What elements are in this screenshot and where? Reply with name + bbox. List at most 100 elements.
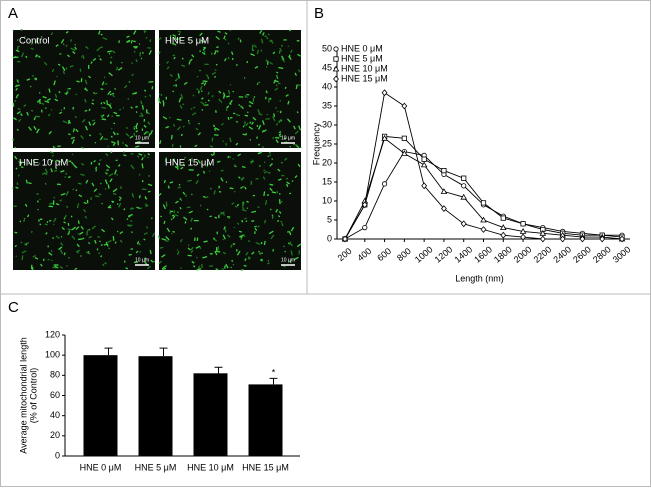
y-axis-label: Frequency (311, 122, 321, 165)
mito (287, 184, 288, 187)
x-tick-label: 1000 (413, 244, 435, 265)
mito (142, 180, 143, 182)
mito (264, 191, 265, 196)
mito (97, 237, 99, 238)
mito (22, 255, 23, 260)
mito (161, 94, 162, 96)
mito (61, 53, 62, 54)
mito (290, 146, 291, 147)
mito (177, 119, 182, 120)
mito (182, 104, 184, 105)
mito (31, 48, 34, 49)
image-label: Control (19, 36, 50, 47)
marker (481, 201, 485, 205)
marker (501, 232, 506, 238)
x-tick-label: 1400 (452, 244, 474, 265)
x-tick-label: 2000 (512, 244, 534, 265)
mito (230, 117, 232, 118)
mito (119, 40, 120, 43)
mito (72, 154, 73, 155)
mito (257, 50, 258, 54)
mito (32, 110, 33, 111)
mito (159, 235, 160, 239)
x-tick-label: 2600 (571, 244, 593, 265)
panel-label: A (8, 5, 18, 22)
mito (31, 232, 32, 233)
mito (216, 110, 217, 113)
series-line (345, 138, 622, 239)
panel-label: B (314, 5, 324, 22)
mito (160, 216, 161, 217)
mito (142, 163, 143, 168)
mito (186, 195, 187, 197)
mito (108, 184, 109, 188)
mito (116, 69, 117, 70)
x-tick-label: 1600 (472, 244, 494, 265)
mito (120, 109, 121, 110)
mito (285, 87, 286, 89)
mito (257, 125, 258, 127)
mito (36, 78, 37, 80)
mito (112, 128, 113, 129)
mito (76, 190, 77, 191)
mito (187, 180, 191, 181)
x-tick-label: 600 (375, 246, 393, 263)
mito (126, 128, 128, 129)
x-tick-label: 400 (355, 246, 373, 263)
y-axis-label: (% of Control) (28, 368, 38, 424)
mito (268, 156, 269, 157)
mito (56, 204, 59, 205)
mito (45, 184, 46, 185)
marker (382, 90, 387, 96)
x-tick-label: 200 (336, 246, 354, 263)
mito (276, 85, 277, 86)
mito (258, 226, 259, 228)
mito (101, 102, 102, 104)
mito (226, 182, 227, 183)
mito (208, 92, 209, 95)
mito (101, 256, 102, 257)
mito (18, 80, 19, 81)
marker (402, 136, 406, 140)
mito (228, 43, 229, 44)
mito (254, 97, 255, 98)
mito (289, 30, 291, 31)
series-line (345, 136, 622, 239)
mito (208, 100, 209, 101)
mito (164, 180, 165, 183)
mito (275, 137, 279, 138)
marker (501, 216, 505, 220)
mito (214, 77, 216, 78)
mito (69, 231, 70, 234)
bar (249, 384, 283, 456)
mito (222, 269, 224, 270)
mito (99, 163, 100, 165)
y-tick-label: 80 (50, 370, 60, 380)
marker (422, 157, 426, 161)
mito (283, 246, 285, 247)
mito (179, 184, 180, 185)
mito (112, 116, 113, 117)
mito (233, 243, 235, 244)
mito (17, 40, 18, 41)
mito (92, 103, 94, 104)
mito (68, 229, 73, 230)
mito (216, 64, 217, 65)
x-tick-label: 800 (395, 246, 413, 263)
marker (363, 225, 367, 229)
mito (110, 103, 111, 105)
mito (257, 137, 258, 139)
mito (63, 43, 64, 45)
legend-label: HNE 5 μM (341, 53, 383, 63)
mito (231, 267, 232, 268)
mito (242, 220, 243, 222)
mito (242, 186, 245, 187)
y-tick-label: 40 (50, 410, 60, 420)
mito (258, 207, 260, 208)
panel-label: C (8, 299, 19, 316)
mito (189, 62, 190, 65)
micrograph (13, 30, 155, 148)
y-tick-label: 20 (50, 430, 60, 440)
mito (45, 108, 46, 109)
